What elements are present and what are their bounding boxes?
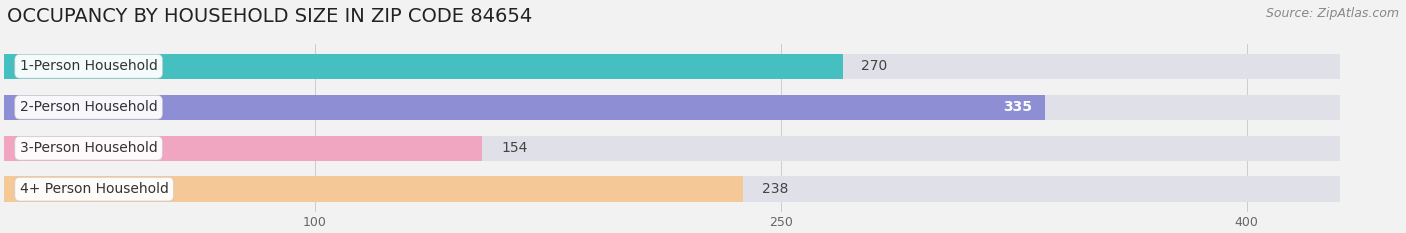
Bar — [4, 54, 1340, 79]
Bar — [4, 54, 842, 79]
Text: 270: 270 — [862, 59, 887, 73]
Bar — [4, 95, 1340, 120]
Bar — [4, 136, 482, 161]
Bar — [4, 136, 1340, 161]
Text: 3-Person Household: 3-Person Household — [20, 141, 157, 155]
Text: 4+ Person Household: 4+ Person Household — [20, 182, 169, 196]
Bar — [4, 95, 1045, 120]
Bar — [4, 176, 744, 202]
Text: Source: ZipAtlas.com: Source: ZipAtlas.com — [1265, 7, 1399, 20]
Bar — [4, 176, 1340, 202]
Text: OCCUPANCY BY HOUSEHOLD SIZE IN ZIP CODE 84654: OCCUPANCY BY HOUSEHOLD SIZE IN ZIP CODE … — [7, 7, 533, 26]
Text: 335: 335 — [1004, 100, 1032, 114]
Text: 154: 154 — [501, 141, 527, 155]
Text: 1-Person Household: 1-Person Household — [20, 59, 157, 73]
Text: 2-Person Household: 2-Person Household — [20, 100, 157, 114]
Text: 238: 238 — [762, 182, 789, 196]
